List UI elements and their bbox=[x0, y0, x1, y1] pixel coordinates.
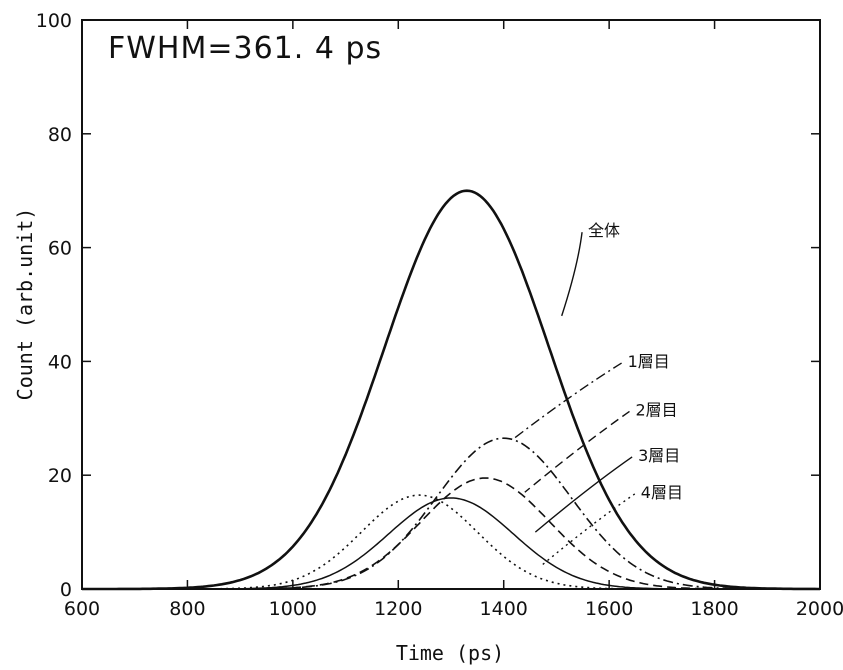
axes: 600 800 1000 1200 1400 1600 1800 2000 0 20 40 60 80 1… bbox=[36, 10, 843, 620]
series-line-5 bbox=[82, 494, 820, 590]
y-tick-label: 100 bbox=[36, 10, 72, 32]
series-label-3: 2層目 bbox=[636, 400, 678, 419]
fwhm-annotation: FWHM=361. 4 ps bbox=[108, 31, 382, 66]
series-leader-3 bbox=[524, 410, 630, 493]
x-tick-label: 600 bbox=[64, 598, 100, 620]
y-tick-label: 80 bbox=[48, 124, 72, 146]
x-tick-label: 800 bbox=[169, 598, 205, 620]
series-line-3 bbox=[82, 477, 820, 590]
series-label-2: 1層目 bbox=[628, 352, 670, 371]
x-tick-label: 1400 bbox=[480, 598, 528, 620]
y-tick-label: 60 bbox=[48, 238, 72, 260]
x-tick-label: 1600 bbox=[585, 598, 633, 620]
x-tick-label: 1800 bbox=[690, 598, 738, 620]
series-leader-4 bbox=[534, 456, 633, 533]
y-axis-title: Count (arb.unit) bbox=[13, 208, 37, 401]
x-tick-label: 1200 bbox=[374, 598, 422, 620]
series-leader-1 bbox=[561, 232, 583, 317]
series-label-4: 3層目 bbox=[638, 446, 680, 465]
series-line-4 bbox=[82, 497, 820, 590]
x-tick-label: 2000 bbox=[796, 598, 843, 620]
x-axis-title: Time (ps) bbox=[396, 641, 504, 665]
x-tick-label: 1000 bbox=[269, 598, 317, 620]
series-label-5: 4層目 bbox=[641, 483, 683, 502]
y-tick-label: 0 bbox=[60, 579, 72, 601]
labels-layer: 全体 1層目 2層目 3層目 4層目 bbox=[513, 221, 683, 567]
series-leader-5 bbox=[540, 493, 636, 567]
series-label-1: 全体 bbox=[588, 221, 620, 240]
series-line-2 bbox=[82, 437, 820, 590]
series-layer bbox=[82, 189, 820, 591]
series-line-1 bbox=[82, 189, 820, 591]
y-tick-label: 40 bbox=[48, 351, 72, 373]
series-leader-2 bbox=[513, 362, 622, 439]
plot-frame bbox=[81, 19, 821, 590]
y-tick-label: 20 bbox=[48, 465, 72, 487]
